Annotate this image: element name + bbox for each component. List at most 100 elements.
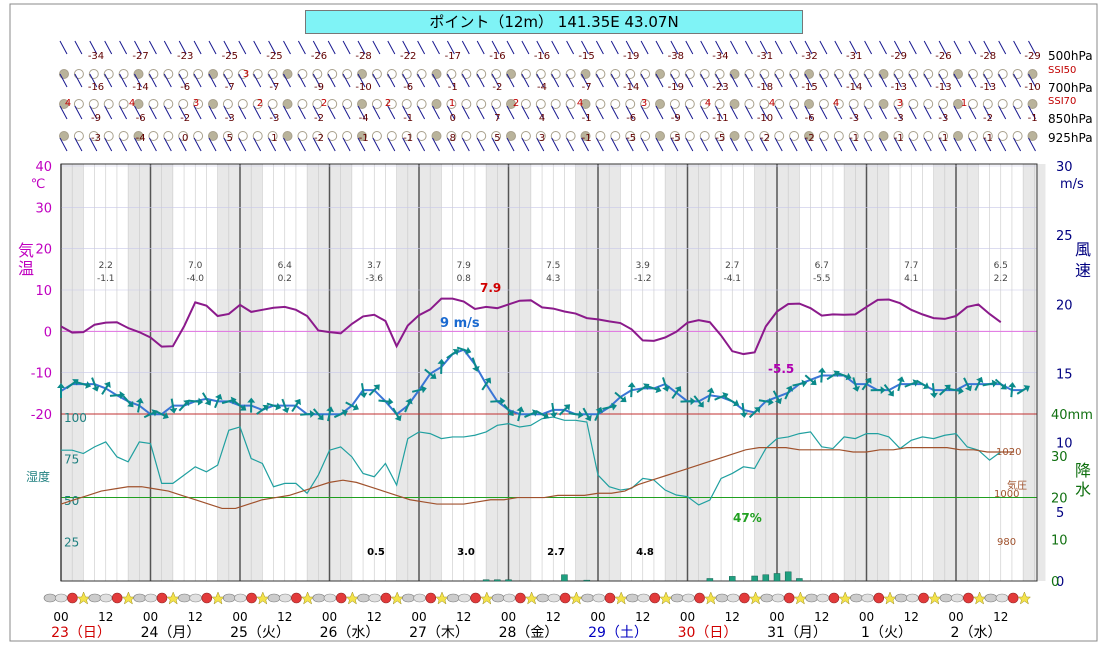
precip-bar bbox=[561, 574, 568, 582]
plot-border bbox=[60, 163, 1038, 582]
upper-wind-barb bbox=[595, 40, 604, 55]
hour-label: 00 bbox=[590, 610, 605, 624]
stability-circle bbox=[342, 99, 353, 109]
upper-wind-barb bbox=[640, 40, 649, 55]
upper-temp-value: -17 bbox=[445, 51, 461, 62]
upper-wind-barb bbox=[521, 137, 530, 152]
wind-direction-arrow bbox=[266, 402, 282, 411]
upper-temp-value: -29 bbox=[1024, 51, 1040, 62]
stability-circle bbox=[595, 131, 606, 141]
date-label: 1（火） bbox=[861, 625, 912, 641]
weather-icon-cloud bbox=[323, 593, 337, 603]
upper-wind-barb bbox=[461, 73, 470, 88]
stability-circle bbox=[222, 131, 233, 141]
weather-icon-cloud bbox=[670, 593, 684, 603]
upper-temp-value: -9 bbox=[671, 113, 681, 124]
humidity-label: 湿度 bbox=[26, 469, 50, 484]
upper-wind-barb bbox=[744, 40, 753, 55]
upper-wind-barb bbox=[551, 40, 560, 55]
upper-wind-barb bbox=[551, 137, 560, 152]
weather-icon-cloud bbox=[715, 593, 729, 603]
stability-circle bbox=[729, 99, 740, 109]
upper-temp-value: -2 bbox=[180, 113, 190, 124]
wind-direction-arrow bbox=[392, 407, 402, 422]
upper-temp-value: -23 bbox=[712, 82, 728, 93]
upper-temp-value: -4 bbox=[537, 82, 547, 93]
wind-direction-arrow bbox=[982, 379, 998, 388]
date-label: 25（火） bbox=[230, 625, 290, 641]
stability-circle bbox=[416, 69, 427, 79]
upper-wind-barb bbox=[208, 73, 217, 88]
weather-icon-star bbox=[1017, 591, 1032, 605]
upper-wind-barb bbox=[819, 40, 828, 55]
upper-wind-barb bbox=[774, 105, 783, 120]
stability-circle bbox=[699, 69, 710, 79]
upper-wind-barb bbox=[715, 105, 724, 120]
hour-label: 00 bbox=[501, 610, 516, 624]
upper-temp-value: -7 bbox=[269, 82, 279, 93]
stability-circle bbox=[148, 131, 159, 141]
wind-direction-arrow bbox=[915, 379, 930, 390]
upper-wind-barb bbox=[521, 73, 530, 88]
wind-tick-label: 20 bbox=[1056, 298, 1073, 313]
upper-wind-barb bbox=[893, 73, 902, 88]
wind-direction-arrow bbox=[446, 349, 460, 359]
upper-wind-barb bbox=[312, 73, 321, 88]
stability-circle bbox=[714, 69, 725, 79]
upper-wind-barb bbox=[446, 40, 455, 55]
upper-temp-value: -38 bbox=[668, 51, 684, 62]
upper-wind-barb bbox=[312, 40, 321, 55]
upper-temp-value: -3 bbox=[269, 113, 279, 124]
weather-icon-snow bbox=[111, 592, 123, 604]
hour-label: 00 bbox=[948, 610, 963, 624]
stability-circle bbox=[848, 69, 859, 79]
upper-temp-value: -1 bbox=[403, 113, 413, 124]
wind-direction-arrow bbox=[614, 391, 627, 403]
upper-wind-barb bbox=[476, 105, 485, 120]
upper-wind-barb bbox=[759, 73, 768, 88]
weather-icon-star bbox=[704, 591, 718, 605]
stability-circle bbox=[178, 131, 189, 141]
upper-wind-barb bbox=[789, 137, 798, 152]
stability-circle bbox=[312, 69, 323, 79]
upper-wind-barb bbox=[879, 73, 887, 88]
weather-icon-star bbox=[524, 591, 539, 605]
upper-temp-value: -13 bbox=[980, 82, 996, 93]
stability-circle bbox=[133, 69, 144, 79]
stability-circle bbox=[282, 99, 293, 109]
stability-circle bbox=[997, 69, 1008, 79]
wind-direction-arrow bbox=[368, 384, 380, 396]
upper-wind-barb bbox=[1013, 40, 1022, 55]
stability-circle bbox=[908, 99, 919, 109]
upper-temp-value: 5 bbox=[494, 133, 500, 144]
stability-circle bbox=[386, 131, 397, 141]
stability-circle bbox=[640, 131, 651, 141]
upper-wind-barb bbox=[238, 137, 247, 152]
outer-border bbox=[9, 3, 1098, 642]
precip-label-1: 降 bbox=[1075, 461, 1091, 480]
weather-icon-cloud bbox=[861, 593, 874, 603]
stability-circle bbox=[893, 131, 904, 141]
wind-direction-arrow bbox=[437, 358, 446, 374]
precip-bar bbox=[729, 576, 736, 582]
stability-circle bbox=[610, 99, 621, 109]
upper-wind-barb bbox=[581, 105, 589, 120]
precip-bar bbox=[773, 573, 781, 582]
stability-circle bbox=[446, 131, 457, 141]
upper-wind-barb bbox=[521, 105, 530, 120]
upper-wind-barb bbox=[759, 137, 768, 152]
ssi70-value: 4 bbox=[65, 98, 71, 109]
wind-direction-arrow bbox=[870, 386, 886, 395]
stability-circle bbox=[625, 69, 636, 79]
wind-direction-arrow bbox=[706, 387, 715, 403]
upper-wind-barb bbox=[968, 105, 977, 120]
upper-temp-value: -14 bbox=[132, 82, 148, 93]
stability-circle bbox=[595, 69, 606, 79]
upper-wind-barb bbox=[566, 105, 575, 120]
temp-tick-label: 40 bbox=[35, 160, 52, 175]
stability-circle bbox=[550, 99, 561, 109]
upper-wind-barb bbox=[119, 40, 128, 55]
stability-circle bbox=[714, 131, 725, 141]
stability-circle bbox=[774, 99, 785, 109]
daily-min-temp: -4.1 bbox=[723, 274, 741, 284]
